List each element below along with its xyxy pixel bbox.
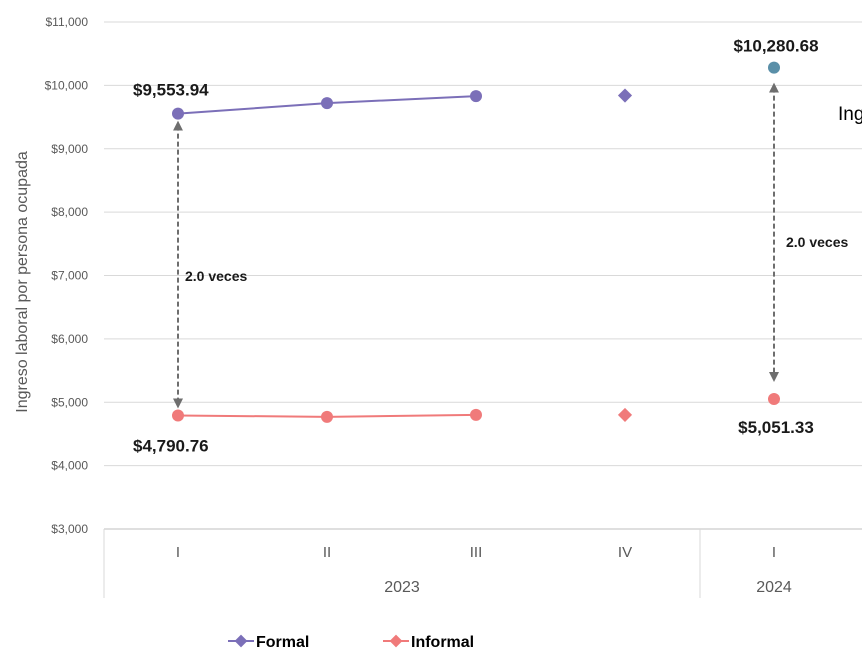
x-tick-label: I [176,544,180,561]
legend-label-informal: Informal [411,634,474,650]
y-tick-label: $9,000 [51,142,88,156]
data-point-formal [321,97,333,110]
data-point-informal [321,410,333,423]
legend-marker-formal [234,634,248,648]
y-tick-label: $10,000 [45,78,89,92]
year-label: 2024 [756,579,792,596]
data-point-informal [617,407,633,422]
data-label-formal: $9,553.94 [133,81,209,100]
y-tick-label: $8,000 [51,205,88,219]
x-tick-label: IV [618,544,632,561]
data-point-informal [768,392,780,405]
series-layer [172,61,780,423]
data-label-informal: $5,051.33 [738,418,814,437]
legend-label-formal: Formal [256,634,309,650]
y-tick-label: $3,000 [51,522,88,536]
y-tick-label: $7,000 [51,269,88,283]
y-tick-label: $5,000 [51,395,88,409]
gridlines [104,21,862,530]
data-point-informal [172,409,184,422]
y-tick-label: $11,000 [46,15,89,29]
ratio-label: 2.0 veces [185,268,247,284]
data-point-informal [470,408,482,421]
data-point-formal [172,107,184,120]
data-point-formal [768,61,780,74]
data-point-formal [470,90,482,103]
y-tick-label: $6,000 [51,332,88,346]
data-label-formal: $10,280.68 [733,37,818,56]
x-tick-label: I [772,544,776,561]
data-label-informal: $4,790.76 [133,437,209,456]
x-tick-label: III [470,544,483,561]
y-axis-label: Ingreso laboral por persona ocupada [14,151,31,413]
y-axis: $3,000 $4,000 $5,000 $6,000 $7,000 $8,000 $9,0… [45,15,89,536]
legend-marker-informal [389,634,403,648]
year-label: 2023 [384,579,420,596]
ratio-label: 2.0 veces [786,234,848,250]
annotations: $9,553.94 $4,790.76 $10,280.68 $5,051.33 2.0… [133,37,848,456]
legend: Formal Informal [228,634,474,650]
data-point-formal [617,88,633,103]
cut-off-title: Ing [838,104,862,125]
x-tick-label: II [323,544,331,561]
y-tick-label: $4,000 [51,459,88,473]
